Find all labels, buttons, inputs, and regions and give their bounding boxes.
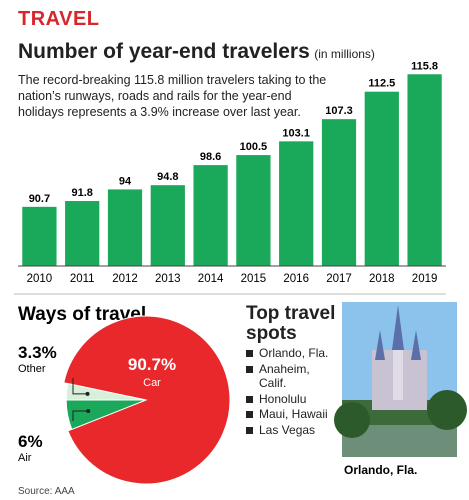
x-tick-label: 2016 (283, 273, 309, 285)
pie-value-label: 6% (18, 432, 43, 451)
description: The record-breaking 115.8 million travel… (18, 73, 327, 119)
value-label: 107.3 (325, 105, 353, 117)
value-label: 103.1 (282, 127, 310, 139)
chart-title: Number of year-end travelers (18, 40, 310, 63)
bullet (246, 350, 253, 357)
bar (193, 165, 228, 266)
leader-dot (85, 391, 90, 396)
x-tick-label: 2015 (241, 273, 267, 285)
pie-title: Ways of travel (18, 304, 146, 325)
spot: Honolulu (246, 392, 336, 407)
pie-slice (65, 382, 147, 401)
x-tick-label: 2011 (70, 273, 95, 285)
spot-label: Orlando, Fla. (259, 346, 329, 360)
spot-label: Honolulu (259, 391, 307, 406)
pie-category-label: Air (18, 452, 32, 464)
leader-line (72, 378, 88, 395)
bar (407, 74, 442, 266)
bullet (246, 411, 253, 418)
bar (236, 155, 271, 266)
bullet (246, 365, 253, 373)
x-tick-label: 2013 (155, 273, 181, 285)
spot: Orlando, Fla. (246, 346, 336, 361)
spots-title: Top travel spots (246, 303, 336, 344)
leader-line (72, 410, 89, 421)
bar (107, 189, 143, 266)
pie-slice (63, 315, 231, 485)
value-label: 94 (119, 175, 132, 187)
x-tick-label: 2019 (412, 273, 438, 285)
spot: Las Vegas (246, 423, 336, 438)
bar (22, 206, 57, 266)
section-label: TRAVEL (18, 8, 100, 30)
photo-caption: Orlando, Fla. (344, 463, 417, 477)
spot: Anaheim, Calif. (246, 362, 336, 391)
spot: Maui, Hawaii (246, 407, 336, 422)
value-label: 115.8 (411, 60, 438, 72)
spots-list: Orlando, Fla. Anaheim, Calif. Honolulu Maui… (246, 346, 336, 438)
value-label: 90.7 (29, 193, 50, 205)
bar (364, 91, 399, 266)
spot-label: Maui, Hawaii (259, 407, 328, 421)
chart-subtitle: (in millions) (314, 47, 375, 61)
value-label: 91.8 (71, 187, 92, 199)
bar (65, 201, 100, 266)
x-tick-label: 2018 (369, 273, 395, 285)
x-tick-label: 2014 (198, 273, 224, 285)
leader-dot (86, 409, 91, 414)
source: Source: AAA (18, 486, 75, 497)
pie-value-label: 3.3% (18, 343, 57, 362)
value-label: 94.8 (157, 171, 178, 183)
x-tick-label: 2012 (112, 273, 138, 285)
bar (321, 119, 357, 267)
bullet (246, 426, 253, 434)
bullet (246, 395, 253, 403)
photo (334, 302, 467, 457)
value-label: 100.5 (240, 141, 268, 153)
bar (279, 141, 314, 266)
bar (150, 185, 185, 266)
pie-value-label: 90.7% (128, 355, 176, 374)
x-tick-label: 2017 (326, 273, 352, 285)
pie-category-label: Other (18, 363, 46, 375)
spot-label: Anaheim, Calif. (259, 361, 310, 391)
value-label: 112.5 (368, 78, 395, 90)
value-label: 98.6 (200, 151, 221, 163)
spot-label: Las Vegas (259, 422, 316, 437)
pie-category-label: Car (143, 377, 161, 389)
title-row: Number of year-end travelers (in million… (18, 40, 375, 64)
x-tick-label: 2010 (27, 273, 53, 285)
